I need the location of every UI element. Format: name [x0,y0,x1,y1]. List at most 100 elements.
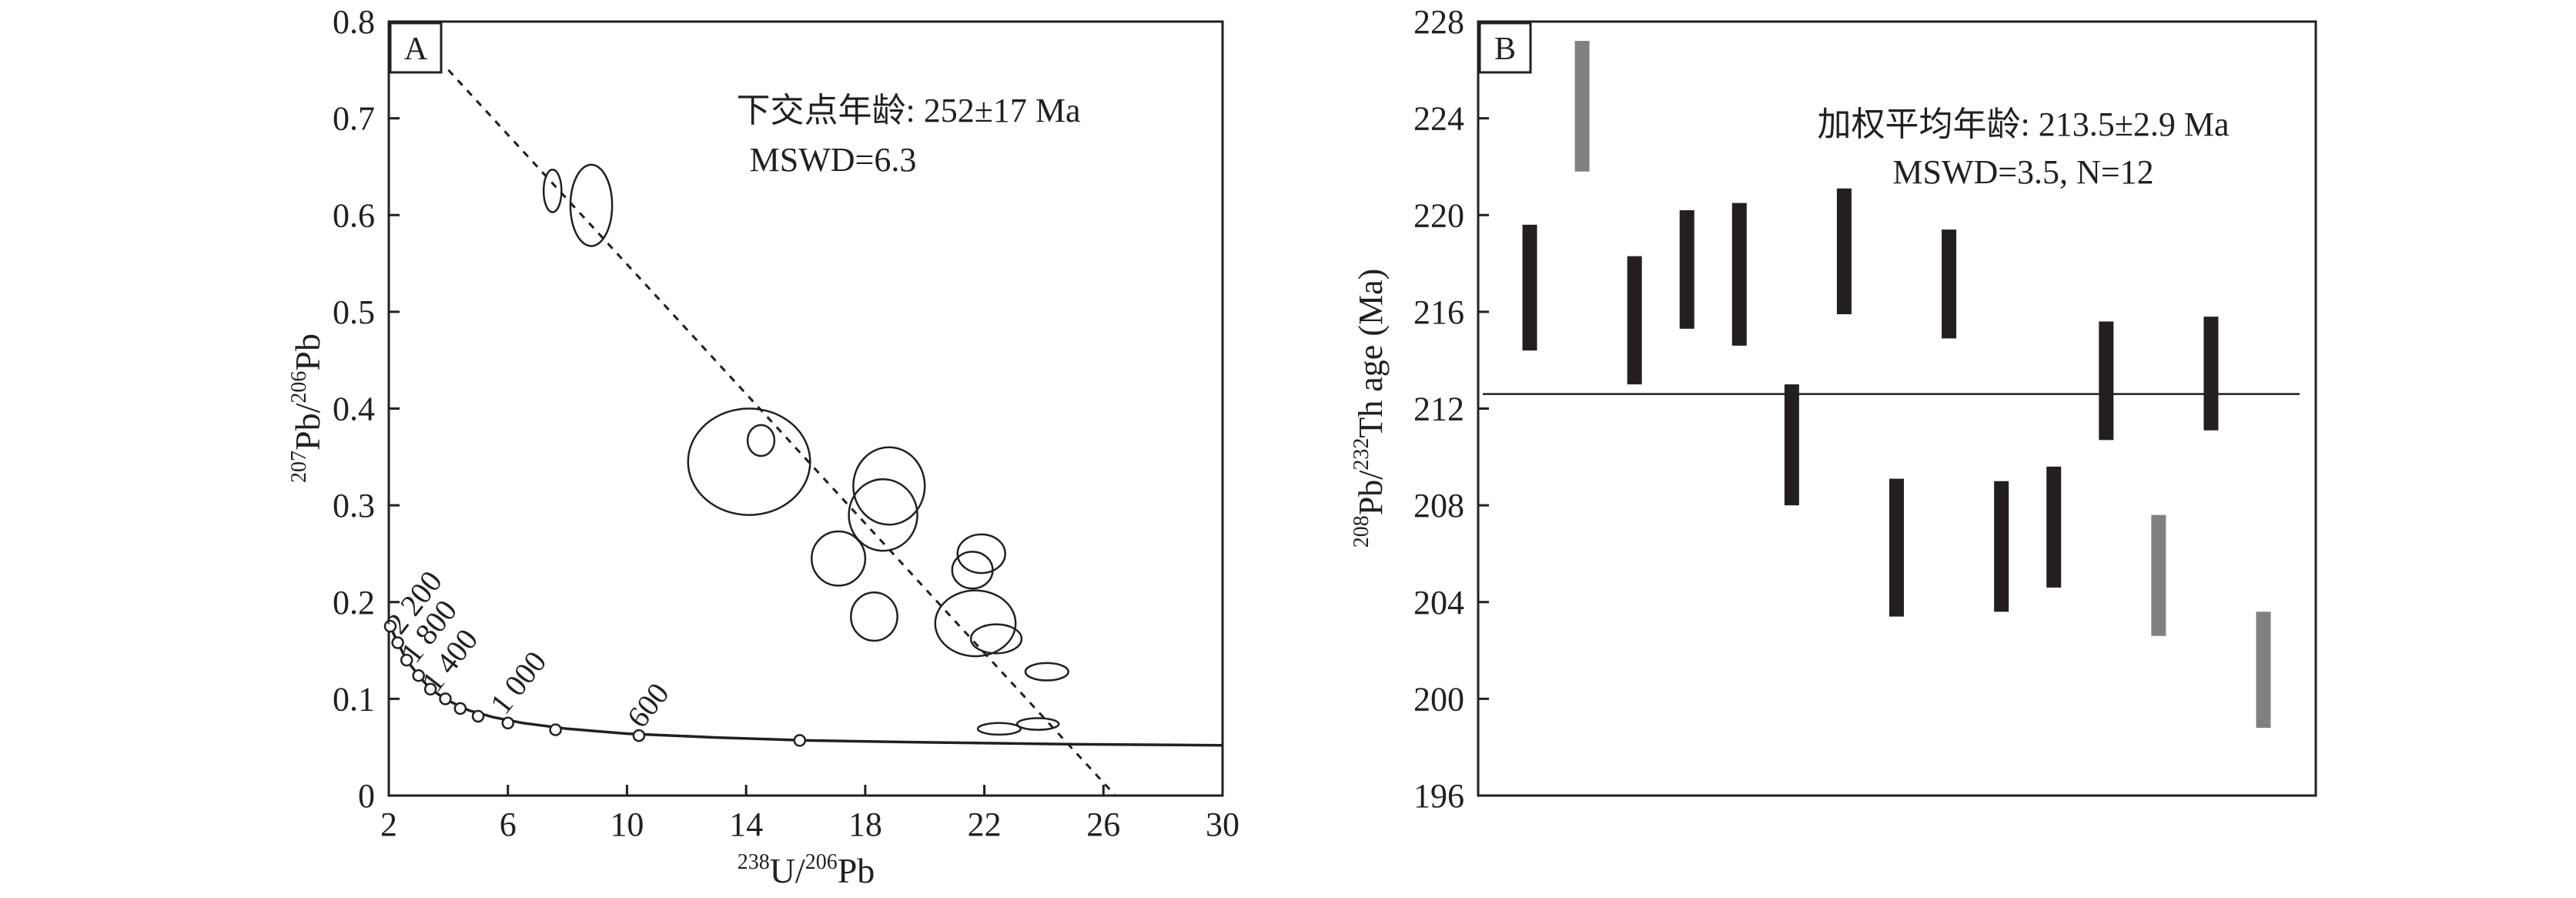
panel-a-data-ellipse [746,424,776,457]
panel-b-y-tick-label: 204 [1413,584,1464,622]
panel-a-label-box [389,22,443,74]
panel-b-y-tick-label: 208 [1413,487,1464,524]
panel-a-x-tick-label: 6 [500,806,517,843]
panel-a-y-tick-label: 0.8 [333,3,375,41]
panel-a-y-tick-label: 0.2 [333,584,375,622]
panel-a-y-tick-label: 0.5 [333,293,375,331]
panel-b-age-bar [1942,230,1957,339]
panel-b-age-bar [2151,514,2166,636]
panel-b-y-tick-label: 228 [1413,3,1464,41]
panel-a-label: A [404,32,428,67]
panel-b-y-axis-label: 208Pb/232Th age (Ma) [1350,269,1390,548]
panel-b-y-tick-label: 196 [1413,777,1464,815]
panel-a-data-ellipse [951,551,994,590]
panel-a-y-tick-label: 0.1 [333,680,375,718]
panel-a-concordia-marker [549,723,562,736]
panel-b-age-bar [1574,41,1590,172]
panel-a-y-tick-label: 0 [358,777,375,815]
panel-b-label-box [1478,22,1532,74]
panel-a-data-ellipse [1024,662,1069,682]
panel-b-age-bar [1836,188,1852,315]
panel-a-data-ellipse [810,530,867,587]
panel-a-y-tick-label: 0.6 [333,196,375,234]
panel-a-x-tick-label: 14 [729,806,763,843]
panel-a-x-label-base1: U/ [770,851,805,890]
panel-b-label: B [1494,32,1516,67]
panel-b-age-bar [1522,224,1537,351]
panel-b-y-label-base2: Th age (Ma) [1352,269,1390,438]
panel-a-ellipses [542,163,1069,736]
panel-a-annotation-line1: 下交点年龄: 252±17 Ma [736,92,1080,129]
panel-a-y-tick-label: 0.7 [333,100,375,138]
panel-a-x-label-sup: 238 [738,850,770,874]
panel-a-concordia-marker [793,734,807,747]
panel-b-axis-ticks: 196 200 204 208 212 216 220 224 228 [1413,3,1489,815]
panel-a-y-label-base1: Pb/ [288,403,327,451]
panel-b-y-label-sup2: 232 [1350,438,1373,471]
panel-a-data-ellipse [569,163,614,247]
panel-a-concordia-marker [400,653,413,667]
panel-b-y-tick-label: 212 [1413,390,1464,428]
panel-a-concordia-marker [632,729,646,742]
panel-a-concordia-marker [423,682,437,696]
panel-b-annotation-line1: 加权平均年龄: 213.5±2.9 Ma [1817,106,2229,143]
panel-a-data-ellipse [848,477,918,552]
panel-a-concordia-marker [471,709,485,723]
panel-a-concordia-marker [383,619,397,633]
panel-a-y-axis-label: 207Pb/206Pb [287,333,327,483]
panel-a-concordia-age-label: 1 000 [483,645,553,721]
panel-b-y-tick-label: 200 [1413,680,1464,718]
panel-b-y-label-sup: 208 [1350,515,1373,548]
panel-a-x-tick-label: 30 [1206,806,1239,843]
panel-b-age-bars [1522,41,2271,729]
panel-a-x-tick-label: 26 [1086,806,1120,843]
panel-a-data-ellipse [850,591,898,642]
panel-b-age-bar [1784,384,1799,506]
panel-a-x-axis-label: 238U/206Pb [738,850,875,890]
panel-a-y-label-sup2: 206 [287,371,311,404]
panel-a-y-label-base2: Pb [288,333,327,371]
panel-a-data-ellipse [969,623,1023,655]
panel-a-data-ellipse [956,533,1006,575]
panel-a-data-ellipse [1015,717,1060,731]
panel-b-y-tick-label: 220 [1413,196,1464,234]
panel-a-data-ellipse [687,407,811,516]
panel-b-age-bar [2203,317,2219,431]
panel-a-x-tick-label: 18 [848,806,882,843]
panel-a-concordia-markers [383,619,807,747]
panel-a-concordia-marker [439,692,452,705]
panel-a-x-tick-label: 22 [968,806,1002,843]
panel-b-y-tick-label: 224 [1413,100,1464,138]
panel-a-data-ellipse [542,168,563,213]
panel-b-age-bar [2256,612,2271,729]
panel-a-data-ellipse [852,446,926,526]
panel-a-x-label-sup2: 206 [805,850,838,874]
panel-a-data-ellipse [934,589,1017,658]
panel-a-concordia-marker [501,716,514,730]
panel-b-age-bar [1994,481,2009,612]
panel-b-age-bar [1731,203,1747,346]
panel-b: 196 200 204 208 212 216 220 224 228 B 加权平均年龄: 21… [1350,3,2317,815]
panel-b-age-bar [1679,209,1694,329]
panel-b-y-tick-label: 216 [1413,293,1464,331]
panel-a-y-label-sup: 207 [287,451,311,483]
panel-b-annotation-line2: MSWD=3.5, N=12 [1892,153,2153,191]
panel-a-x-tick-label: 10 [610,806,644,843]
panel-a-concordia-marker [391,636,404,649]
panel-b-age-bar [1627,256,1642,385]
panel-a-y-tick-label: 0.3 [333,487,375,524]
panel-a-data-ellipse [976,722,1022,736]
panel-a-x-tick-label: 2 [380,806,397,843]
panel-a-y-tick-label: 0.4 [333,390,375,428]
panel-a-x-label-base2: Pb [838,851,875,890]
panel-b-age-bar [1889,478,1904,617]
panel-a-concordia-marker [453,702,467,715]
panel-b-y-label-base1: Pb/ [1352,470,1390,515]
panel-b-age-bar [2046,466,2062,588]
panel-a-concordia-marker [412,668,425,682]
panel-a-annotation-line2: MSWD=6.3 [750,141,917,179]
